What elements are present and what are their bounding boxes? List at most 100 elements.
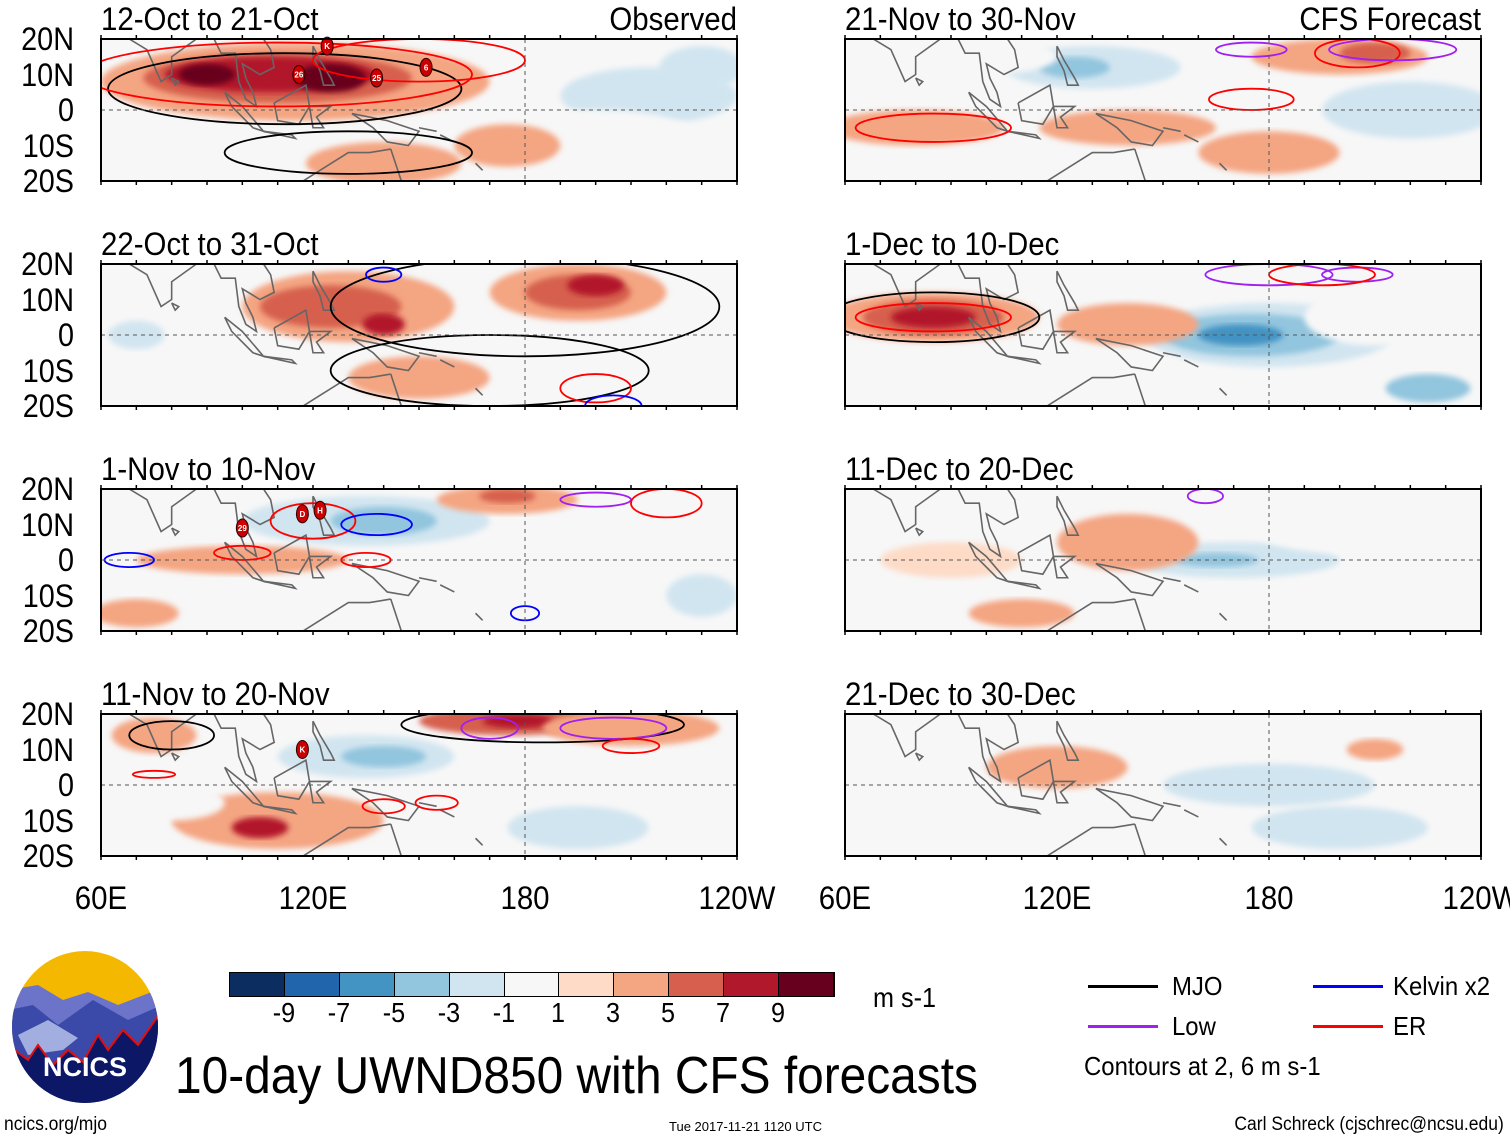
- lat-tick-label: 0: [57, 92, 74, 128]
- wind-anomaly-region: [968, 599, 1075, 628]
- site-link[interactable]: ncics.org/mjo: [4, 1114, 107, 1135]
- coastline: [474, 612, 484, 621]
- coastline: [1095, 787, 1165, 822]
- wind-anomaly-region: [1322, 81, 1481, 139]
- coastline: [170, 752, 181, 762]
- colorbar-swatch: [559, 973, 615, 996]
- lat-tick-label: 10S: [22, 127, 74, 164]
- legend-label-mjo: MJO: [1172, 971, 1223, 1001]
- mjo-contour: [329, 334, 650, 406]
- coastline: [273, 758, 311, 801]
- coastline: [312, 270, 336, 311]
- er-contour: [601, 737, 661, 754]
- coastline: [1183, 584, 1199, 593]
- storm-label: 26: [294, 71, 303, 80]
- colorbar-swatch: [724, 973, 780, 996]
- storm-label: 6: [424, 63, 429, 72]
- lon-tick-label: 120W: [698, 880, 776, 916]
- wind-anomaly-region: [1346, 738, 1404, 761]
- panel-title: 21-Dec to 30-Dec: [845, 676, 1076, 712]
- er-contour: [269, 502, 357, 540]
- wind-anomaly-region: [659, 46, 737, 89]
- coastline: [967, 766, 1011, 808]
- coastline: [273, 83, 311, 126]
- coastline: [213, 39, 276, 109]
- coastline: [1007, 580, 1042, 590]
- coastline: [308, 555, 334, 579]
- map-panel: K: [100, 710, 738, 860]
- storm-marker: H: [313, 500, 327, 520]
- coastline: [872, 39, 941, 83]
- storm-label: 25: [372, 74, 381, 83]
- lon-tick-label: 180: [500, 880, 550, 916]
- coastline: [1052, 330, 1078, 354]
- wind-anomaly-region: [118, 785, 225, 821]
- coastline: [301, 148, 403, 181]
- coastline: [1052, 555, 1078, 579]
- storm-marker: 6: [419, 57, 433, 77]
- wind-anomaly-region: [362, 313, 405, 335]
- coastline: [474, 162, 484, 171]
- coastline: [967, 541, 1011, 583]
- coastline: [301, 373, 403, 406]
- wind-anomaly-region: [1304, 288, 1446, 346]
- coastline: [213, 264, 276, 334]
- storm-marker: D: [295, 504, 309, 524]
- er-contour: [1314, 39, 1401, 69]
- coastline: [213, 714, 276, 784]
- figure-title: 10-day UWND850 with CFS forecasts: [175, 1047, 978, 1105]
- colorbar-swatch: [230, 973, 285, 996]
- map-panel: 29 D H: [100, 485, 738, 635]
- map-panel: [100, 260, 738, 410]
- coastline: [312, 45, 336, 86]
- coastline: [301, 823, 403, 856]
- wind-anomaly-region: [111, 717, 197, 754]
- coastline: [308, 330, 334, 354]
- er-contour: [414, 794, 459, 811]
- legend-swatch-mjo: [1088, 985, 1158, 988]
- lat-tick-label: 20S: [22, 613, 74, 649]
- coastline: [273, 308, 311, 351]
- colorbar-tick-label: 7: [716, 997, 731, 1028]
- coastline: [128, 264, 197, 308]
- legend-label-kelvin: Kelvin x2: [1393, 971, 1491, 1001]
- legend-label-low: Low: [1172, 1011, 1216, 1041]
- er-contour: [1208, 87, 1295, 111]
- legend-swatch-low: [1088, 1025, 1158, 1028]
- lon-tick-label: 120W: [1442, 880, 1510, 916]
- coastline: [1095, 112, 1165, 147]
- coastline: [1218, 837, 1228, 846]
- colorbar-units: m s-1: [873, 982, 936, 1013]
- coastline: [914, 752, 925, 762]
- coastline: [1162, 576, 1181, 583]
- coastline: [170, 302, 181, 312]
- low-contour: [1215, 41, 1288, 58]
- coastline: [1007, 130, 1042, 140]
- lat-tick-label: 20N: [21, 246, 74, 282]
- map-panel: [844, 485, 1482, 635]
- coastline: [418, 126, 437, 133]
- coastline: [474, 387, 484, 396]
- coastline: [957, 489, 1020, 559]
- storm-marker: 25: [370, 68, 384, 88]
- coastline: [1218, 162, 1228, 171]
- storm-marker: K: [295, 740, 309, 759]
- lon-tick-label: 60E: [74, 880, 128, 916]
- coastline: [1183, 809, 1199, 818]
- coastline: [351, 787, 421, 822]
- wind-anomaly-region: [1375, 549, 1481, 607]
- colorbar: [229, 972, 835, 997]
- lat-tick-label: 10N: [21, 281, 74, 318]
- panel-title: 12-Oct to 21-Oct: [101, 1, 319, 37]
- colorbar-tick-label: -7: [327, 997, 351, 1028]
- lat-tick-label: 10S: [22, 352, 74, 389]
- panel-title: 11-Dec to 20-Dec: [845, 451, 1074, 487]
- mjo-contour: [400, 714, 685, 744]
- storm-label: H: [317, 506, 323, 515]
- coastline: [213, 489, 276, 559]
- storm-marker: K: [320, 36, 334, 56]
- legend-swatch-kelvin: [1313, 985, 1383, 988]
- coastline: [1017, 83, 1055, 126]
- logo-text: NCICS: [43, 1052, 127, 1082]
- er-contour: [854, 302, 1012, 333]
